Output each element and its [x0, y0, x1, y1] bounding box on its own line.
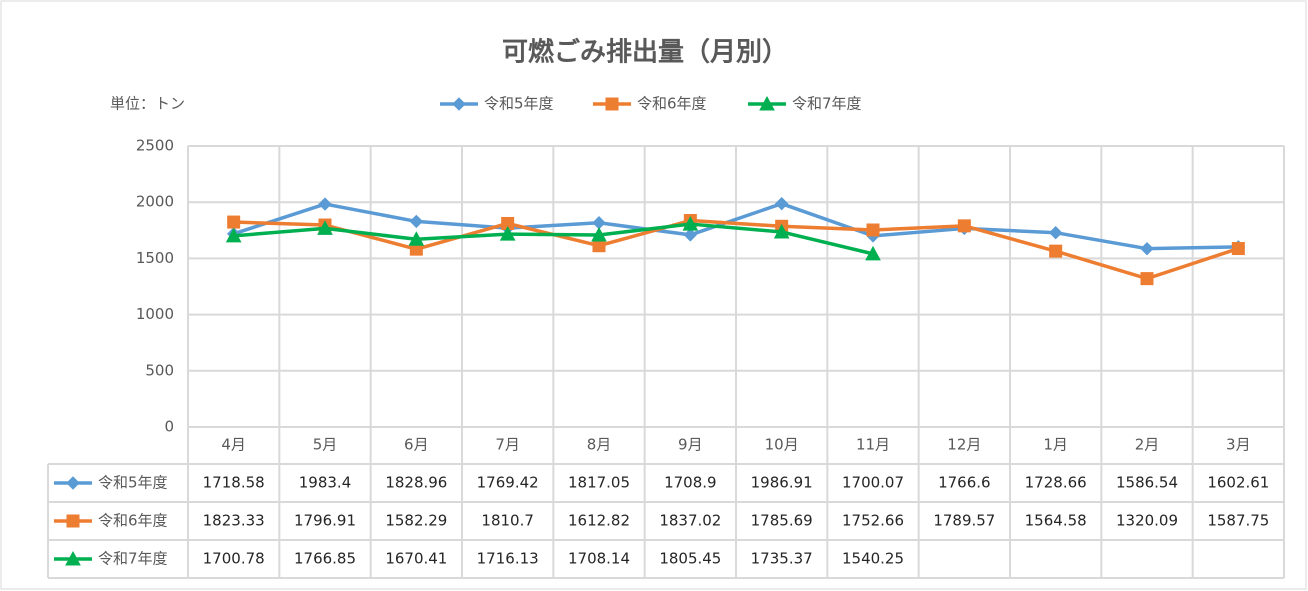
- x-tick-label: 2月: [1135, 436, 1160, 454]
- legend-label: 令和5年度: [484, 95, 554, 113]
- marker: [592, 239, 606, 253]
- marker: [408, 231, 425, 246]
- table-cell: 1823.33: [203, 512, 265, 530]
- x-tick-label: 3月: [1226, 436, 1251, 454]
- marker: [866, 223, 880, 237]
- x-tick-label: 10月: [765, 436, 799, 454]
- table-cell: 1983.4: [299, 474, 352, 492]
- table-cell: 1986.91: [751, 474, 813, 492]
- marker: [865, 245, 881, 261]
- marker: [605, 97, 619, 111]
- table-cell: 1670.41: [385, 550, 447, 568]
- marker: [1140, 241, 1154, 256]
- table-cell: 1564.58: [1025, 512, 1087, 530]
- legend-label: 令和7年度: [792, 95, 862, 113]
- x-tick-label: 9月: [678, 436, 703, 454]
- table-cell: 1700.07: [842, 474, 904, 492]
- marker: [957, 219, 971, 233]
- table-cell: 1766.85: [294, 550, 356, 568]
- marker: [774, 196, 789, 211]
- y-tick-label: 1000: [136, 305, 174, 323]
- marker: [682, 216, 699, 231]
- series-line: [233, 222, 874, 256]
- marker: [773, 223, 790, 239]
- marker: [1140, 272, 1154, 286]
- table-cell: 1817.05: [568, 474, 630, 492]
- marker: [1231, 242, 1245, 256]
- table-cell: 1587.75: [1207, 512, 1269, 530]
- y-tick-label: 0: [164, 418, 174, 436]
- table-row-label: 令和5年度: [98, 474, 168, 492]
- x-tick-label: 4月: [221, 436, 246, 454]
- marker: [759, 95, 775, 111]
- table-cell: 1796.91: [294, 512, 356, 530]
- marker: [683, 228, 698, 242]
- y-tick-label: 2000: [136, 193, 174, 211]
- table-cell: 1735.37: [751, 550, 813, 568]
- table-cell: 1708.14: [568, 550, 630, 568]
- table-cell: 1766.6: [938, 474, 991, 492]
- marker: [65, 550, 81, 566]
- table-cell: 1612.82: [568, 512, 630, 530]
- y-tick-label: 500: [145, 361, 174, 379]
- series-line: [233, 218, 1239, 281]
- table-cell: 1586.54: [1116, 474, 1178, 492]
- table-cell: 1708.9: [664, 474, 717, 492]
- x-tick-label: 6月: [404, 436, 429, 454]
- table-cell: 1320.09: [1116, 512, 1178, 530]
- marker: [318, 197, 332, 211]
- table-cell: 1718.58: [203, 474, 265, 492]
- x-tick-label: 7月: [495, 436, 520, 454]
- marker: [452, 97, 466, 111]
- table-cell: 1769.42: [477, 474, 539, 492]
- table-cell: 1752.66: [842, 512, 904, 530]
- x-tick-label: 11月: [856, 436, 890, 454]
- table-cell: 1728.66: [1025, 474, 1087, 492]
- table-cell: 1828.96: [385, 474, 447, 492]
- marker: [409, 214, 424, 229]
- table-row-label: 令和6年度: [98, 512, 168, 530]
- unit-label: 単位：トン: [110, 95, 185, 113]
- marker: [1049, 244, 1063, 258]
- x-tick-label: 1月: [1043, 436, 1068, 454]
- table-cell: 1602.61: [1207, 474, 1269, 492]
- marker: [66, 514, 80, 528]
- series-line: [233, 201, 1239, 251]
- y-tick-label: 1500: [136, 249, 174, 267]
- table-cell: 1805.45: [659, 550, 721, 568]
- table-cell: 1540.25: [842, 550, 904, 568]
- table-cell: 1582.29: [385, 512, 447, 530]
- chart-title: 可燃ごみ排出量（月別）: [502, 37, 788, 68]
- marker: [317, 220, 333, 235]
- table-cell: 1785.69: [751, 512, 813, 530]
- table-row-label: 令和7年度: [98, 550, 168, 568]
- x-tick-label: 5月: [313, 436, 338, 454]
- table-cell: 1700.78: [203, 550, 265, 568]
- table-cell: 1716.13: [477, 550, 539, 568]
- table-cell: 1789.57: [933, 512, 995, 530]
- legend-label: 令和6年度: [637, 95, 707, 113]
- marker: [227, 215, 241, 229]
- marker: [225, 227, 242, 243]
- marker: [66, 476, 80, 490]
- marker: [591, 226, 607, 242]
- table-cell: 1810.7: [481, 512, 534, 530]
- x-tick-label: 12月: [947, 436, 981, 454]
- marker: [1048, 225, 1063, 240]
- x-tick-label: 8月: [587, 436, 612, 454]
- y-tick-label: 2500: [136, 137, 174, 155]
- marker: [499, 226, 516, 241]
- table-cell: 1837.02: [659, 512, 721, 530]
